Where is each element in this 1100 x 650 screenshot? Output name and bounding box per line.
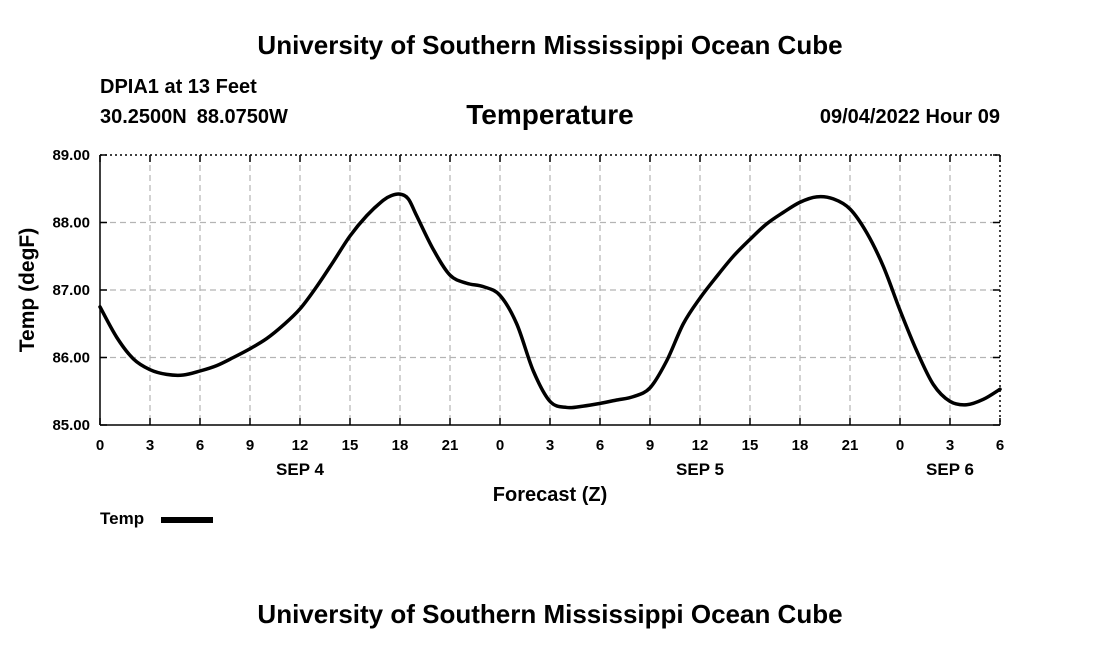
x-tick-label: 0 bbox=[496, 437, 504, 454]
x-tick-label: 15 bbox=[742, 437, 759, 454]
x-tick-label: 6 bbox=[596, 437, 604, 454]
x-tick-label: 0 bbox=[896, 437, 904, 454]
y-tick-label: 86.00 bbox=[52, 350, 90, 367]
run-time: 09/04/2022 Hour 09 bbox=[819, 106, 1000, 128]
page-title: University of Southern Mississippi Ocean… bbox=[257, 30, 843, 60]
legend-label: Temp bbox=[100, 509, 145, 528]
x-tick-label: 6 bbox=[196, 437, 204, 454]
latitude: 30.2500N bbox=[100, 106, 187, 128]
date-label: SEP 4 bbox=[276, 460, 324, 479]
variable-title: Temperature bbox=[466, 99, 634, 130]
y-tick-label: 87.00 bbox=[52, 282, 90, 299]
y-tick-label: 88.00 bbox=[52, 215, 90, 232]
x-tick-label: 9 bbox=[246, 437, 254, 454]
x-tick-label: 12 bbox=[692, 437, 709, 454]
x-tick-label: 6 bbox=[996, 437, 1004, 454]
x-tick-label: 12 bbox=[292, 437, 309, 454]
series-layer bbox=[98, 192, 1002, 410]
y-tick-label: 89.00 bbox=[52, 147, 90, 164]
x-tick-label: 21 bbox=[442, 437, 459, 454]
series-line-temp bbox=[98, 192, 1002, 410]
x-tick-label: 3 bbox=[946, 437, 954, 454]
y-axis-title: Temp (degF) bbox=[16, 228, 39, 352]
grid-layer bbox=[100, 155, 1000, 425]
x-axis-title: Forecast (Z) bbox=[493, 484, 607, 506]
longitude: 88.0750W bbox=[196, 106, 288, 128]
x-tick-label: 0 bbox=[96, 437, 104, 454]
date-label: SEP 5 bbox=[676, 460, 724, 479]
station-name: DPIA1 at 13 Feet bbox=[100, 76, 257, 98]
x-tick-label: 18 bbox=[392, 437, 409, 454]
x-tick-label: 18 bbox=[792, 437, 809, 454]
x-tick-label: 3 bbox=[146, 437, 154, 454]
x-tick-label: 15 bbox=[342, 437, 359, 454]
legend-swatch bbox=[161, 517, 213, 523]
footer-title: University of Southern Mississippi Ocean… bbox=[257, 599, 843, 629]
x-tick-label: 3 bbox=[546, 437, 554, 454]
date-label: SEP 6 bbox=[926, 460, 974, 479]
x-tick-label: 9 bbox=[646, 437, 654, 454]
x-tick-label: 21 bbox=[842, 437, 859, 454]
station-coordinates: 30.2500N 88.0750W bbox=[100, 106, 298, 129]
axes-layer bbox=[99, 154, 1001, 426]
label-layer: 0 3 6 9 12 15 18 21 0 3 6 9 12 15 18 21 0 3 6 85.00 86.00 87.… bbox=[16, 147, 1004, 506]
y-tick-label: 85.00 bbox=[52, 417, 90, 434]
